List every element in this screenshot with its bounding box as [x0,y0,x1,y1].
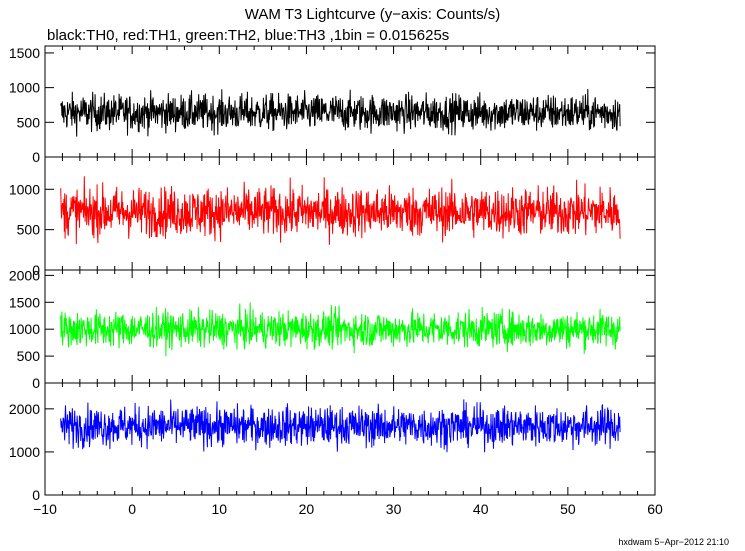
y-tick-label: 1000 [9,321,40,337]
x-tick-label: 10 [211,501,227,517]
y-tick-label: 1500 [9,294,40,310]
panel-frame-th3 [44,382,656,496]
series-line-th0 [60,88,621,137]
x-tick-label: 40 [473,501,489,517]
x-tick-label: −10 [33,501,57,517]
y-tick-label: 0 [32,149,40,165]
y-tick-label: 2000 [9,401,40,417]
y-tick-label: 500 [17,114,41,130]
x-tick-label: 50 [560,501,576,517]
y-tick-label: 0 [32,375,40,391]
y-tick-label: 0 [32,487,40,503]
y-tick-label: 1000 [9,80,40,96]
x-tick-label: 0 [128,501,136,517]
series-line-th3 [60,399,621,453]
x-tick-label: 60 [647,501,663,517]
y-tick-label: 1000 [9,444,40,460]
x-tick-label: 20 [299,501,315,517]
y-tick-label: 500 [17,222,41,238]
series-line-th2 [60,302,621,357]
y-tick-label: 2000 [9,267,40,283]
y-tick-label: 1000 [9,181,40,197]
chart-title: WAM T3 Lightcurve (y−axis: Counts/s) [244,6,501,23]
y-tick-label: 500 [17,348,41,364]
footer-timestamp: hxdwam 5−Apr−2012 21:10 [618,537,729,547]
chart-subtitle: black:TH0, red:TH1, green:TH2, blue:TH3 … [47,27,450,44]
series-line-th1 [60,176,621,245]
x-tick-label: 30 [386,501,402,517]
y-tick-label: 1500 [9,45,40,61]
y-tick-label: 0 [32,262,40,278]
